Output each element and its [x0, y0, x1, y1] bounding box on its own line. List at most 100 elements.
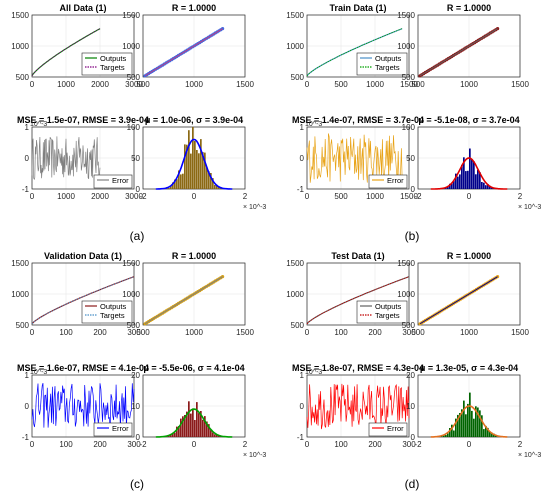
histogram-multiplier-label: × 10^-3	[243, 204, 266, 211]
histogram-bar	[449, 183, 451, 189]
histogram-bar	[483, 182, 485, 189]
error-exponent-label: 10^-3	[305, 121, 322, 128]
histogram-bar	[457, 176, 459, 189]
fit-plot-ytick-label: 1000	[286, 42, 304, 51]
fit-plot-ytick-label: 500	[291, 321, 305, 330]
regression-fit-line	[419, 276, 498, 325]
histogram-bar	[479, 410, 481, 437]
error-plot-legend-box	[368, 174, 408, 189]
error-plot-xtick-label: 0	[30, 192, 35, 201]
error-plot-xtick-label: 100	[59, 440, 73, 449]
error-plot-xtick-label: 300	[127, 440, 141, 449]
histogram-bar	[455, 418, 457, 437]
regression-plot-ytick-label: 1000	[122, 42, 140, 51]
histogram-multiplier-label: × 10^-3	[518, 204, 541, 211]
histogram-plot-title: μ = 1.0e-06, σ = 3.9e-04	[145, 115, 243, 125]
histogram-bar	[210, 173, 212, 189]
histogram-bar	[451, 183, 453, 189]
fit-plot-xtick-label: 0	[305, 80, 310, 89]
histogram-bar	[202, 152, 204, 189]
regression-plot-ytick-label: 1000	[397, 42, 415, 51]
regression-plot-title: R = 1.0000	[172, 251, 216, 261]
histogram-bar	[477, 407, 479, 437]
error-plot-legend-label: Error	[387, 424, 404, 433]
error-plot-ytick-label: -1	[22, 185, 30, 194]
error-plot-xtick-label: 1000	[366, 192, 384, 201]
histogram-bar	[200, 411, 202, 437]
regression-plot-xtick-label: 500	[411, 328, 425, 337]
histogram-bar	[194, 141, 196, 189]
histogram-plot-ytick-label: 0	[136, 185, 141, 194]
histogram-multiplier-label: × 10^-3	[243, 452, 266, 459]
histogram-plot-title: μ = 1.3e-05, σ = 4.3e-04	[420, 363, 518, 373]
histogram-plot-ytick-label: 50	[406, 154, 415, 163]
error-plot-xtick-label: 200	[93, 440, 107, 449]
histogram-bar	[190, 153, 192, 189]
fit-plot-legend-label: Targets	[100, 63, 125, 72]
histogram-bar	[457, 414, 459, 437]
histogram-bar	[218, 435, 220, 437]
histogram-bar	[453, 181, 455, 189]
histogram-bar	[198, 413, 200, 437]
error-plot-xtick-label: 2000	[91, 192, 109, 201]
fit-plot-ytick-label: 1500	[286, 259, 304, 268]
regression-plot-title: R = 1.0000	[447, 251, 491, 261]
fit-plot-ytick-label: 500	[291, 73, 305, 82]
error-series-line	[306, 383, 410, 430]
error-plot-legend-box	[93, 174, 133, 189]
histogram-bar	[477, 169, 479, 189]
error-plot-xtick-label: 200	[368, 440, 382, 449]
histogram-bar	[208, 171, 210, 189]
fit-plot-xtick-label: 3000	[125, 80, 143, 89]
histogram-bar	[212, 432, 214, 437]
error-plot-xtick-label: 0	[30, 440, 35, 449]
regression-plot-ytick-label: 1500	[122, 259, 140, 268]
fit-plot-xtick-label: 500	[334, 80, 348, 89]
error-plot-ytick-label: 0	[300, 402, 305, 411]
error-plot-frame	[306, 126, 410, 190]
histogram-normal-curve	[155, 138, 233, 190]
fit-plot-xtick-label: 1000	[366, 80, 384, 89]
histogram-plot-xtick-label: 0	[467, 440, 472, 449]
histogram-bar	[487, 427, 489, 437]
regression-plot-ytick-label: 500	[402, 321, 416, 330]
regression-plot-ytick-label: 500	[127, 321, 141, 330]
error-plot-xtick-label: 500	[334, 192, 348, 201]
error-plot-legend-box	[368, 422, 408, 437]
histogram-bar	[467, 170, 469, 189]
histogram-plot-xtick-label: 2	[518, 440, 523, 449]
histogram-bar	[461, 164, 463, 189]
histogram-bar	[465, 171, 467, 189]
histogram-bar	[186, 411, 188, 437]
histogram-bar	[489, 185, 491, 189]
histogram-bar	[459, 174, 461, 189]
error-plot-ytick-label: -1	[22, 433, 30, 442]
error-plot-legend: Error	[368, 174, 408, 189]
error-plot-title: MSE = 1.6e-07, RMSE = 4.1e-04	[17, 363, 149, 373]
histogram-bar	[465, 414, 467, 437]
fit-plot-ytick-label: 1000	[286, 290, 304, 299]
histogram-bar	[192, 408, 194, 437]
histogram-bar	[475, 406, 477, 437]
error-plot-legend-label: Error	[112, 176, 129, 185]
histogram-plot-xtick-label: -2	[139, 192, 147, 201]
histogram-plot-xtick-label: 0	[192, 440, 197, 449]
histogram-bar	[172, 182, 174, 189]
histogram-bar	[174, 179, 176, 189]
error-series-line	[31, 136, 101, 181]
histogram-bar	[459, 413, 461, 437]
fit-targets-line	[306, 28, 403, 77]
fit-plot-frame	[306, 14, 410, 78]
histogram-bar	[196, 402, 198, 437]
fit-plot-ytick-label: 1500	[286, 11, 304, 20]
regression-fit-line	[419, 28, 498, 77]
fit-plot-xtick-label: 100	[334, 328, 348, 337]
regression-plot-title: R = 1.0000	[447, 3, 491, 13]
histogram-bar	[182, 173, 184, 189]
